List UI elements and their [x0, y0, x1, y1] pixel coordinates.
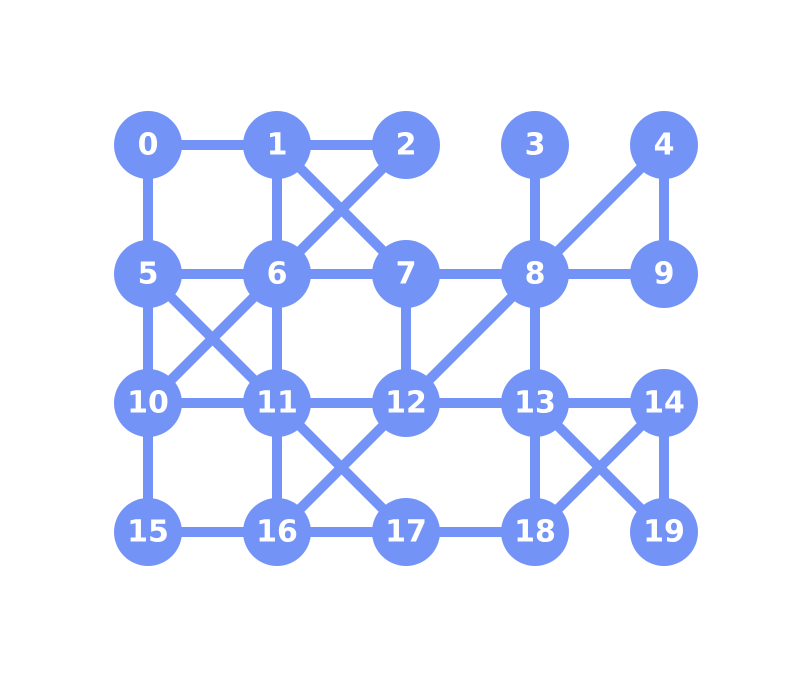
node-circle: [114, 240, 182, 308]
node-circle: [630, 369, 698, 437]
node-circle: [114, 111, 182, 179]
node-label: 8: [525, 257, 546, 292]
node-12: 12: [372, 369, 440, 437]
node-16: 16: [243, 498, 311, 566]
node-19: 19: [630, 498, 698, 566]
node-label: 7: [396, 257, 417, 292]
node-3: 3: [501, 111, 569, 179]
node-1: 1: [243, 111, 311, 179]
node-circle: [501, 369, 569, 437]
node-4: 4: [630, 111, 698, 179]
node-label: 14: [643, 386, 685, 421]
node-circle: [372, 111, 440, 179]
node-circle: [372, 240, 440, 308]
node-circle: [243, 369, 311, 437]
node-label: 6: [267, 257, 288, 292]
node-10: 10: [114, 369, 182, 437]
node-label: 5: [138, 257, 159, 292]
node-label: 0: [138, 128, 159, 163]
node-label: 13: [514, 386, 556, 421]
node-circle: [630, 498, 698, 566]
node-circle: [501, 111, 569, 179]
node-label: 10: [127, 386, 169, 421]
node-18: 18: [501, 498, 569, 566]
node-label: 15: [127, 515, 169, 550]
node-6: 6: [243, 240, 311, 308]
node-label: 11: [256, 386, 298, 421]
node-8: 8: [501, 240, 569, 308]
node-circle: [501, 498, 569, 566]
node-14: 14: [630, 369, 698, 437]
node-circle: [114, 498, 182, 566]
edge-layer: [143, 140, 669, 537]
node-label: 12: [385, 386, 427, 421]
node-label: 3: [525, 128, 546, 163]
node-circle: [630, 240, 698, 308]
node-17: 17: [372, 498, 440, 566]
node-circle: [372, 369, 440, 437]
node-7: 7: [372, 240, 440, 308]
node-circle: [372, 498, 440, 566]
node-circle: [243, 498, 311, 566]
node-label: 18: [514, 515, 556, 550]
node-circle: [630, 111, 698, 179]
node-2: 2: [372, 111, 440, 179]
node-9: 9: [630, 240, 698, 308]
node-label: 9: [654, 257, 675, 292]
node-label: 16: [256, 515, 298, 550]
node-11: 11: [243, 369, 311, 437]
node-circle: [501, 240, 569, 308]
node-13: 13: [501, 369, 569, 437]
node-circle: [243, 111, 311, 179]
node-label: 2: [396, 128, 417, 163]
node-label: 19: [643, 515, 685, 550]
node-15: 15: [114, 498, 182, 566]
node-0: 0: [114, 111, 182, 179]
node-label: 17: [385, 515, 427, 550]
node-5: 5: [114, 240, 182, 308]
node-label: 1: [267, 128, 288, 163]
node-circle: [243, 240, 311, 308]
node-label: 4: [654, 128, 675, 163]
node-circle: [114, 369, 182, 437]
